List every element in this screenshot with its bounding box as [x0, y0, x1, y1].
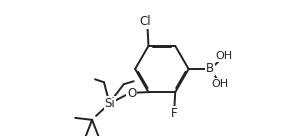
Text: O: O [127, 87, 136, 100]
Text: Cl: Cl [140, 15, 151, 28]
Text: Si: Si [105, 97, 115, 109]
Text: OH: OH [212, 79, 229, 89]
Text: B: B [206, 62, 215, 75]
Text: F: F [171, 107, 178, 120]
Text: OH: OH [216, 51, 233, 61]
